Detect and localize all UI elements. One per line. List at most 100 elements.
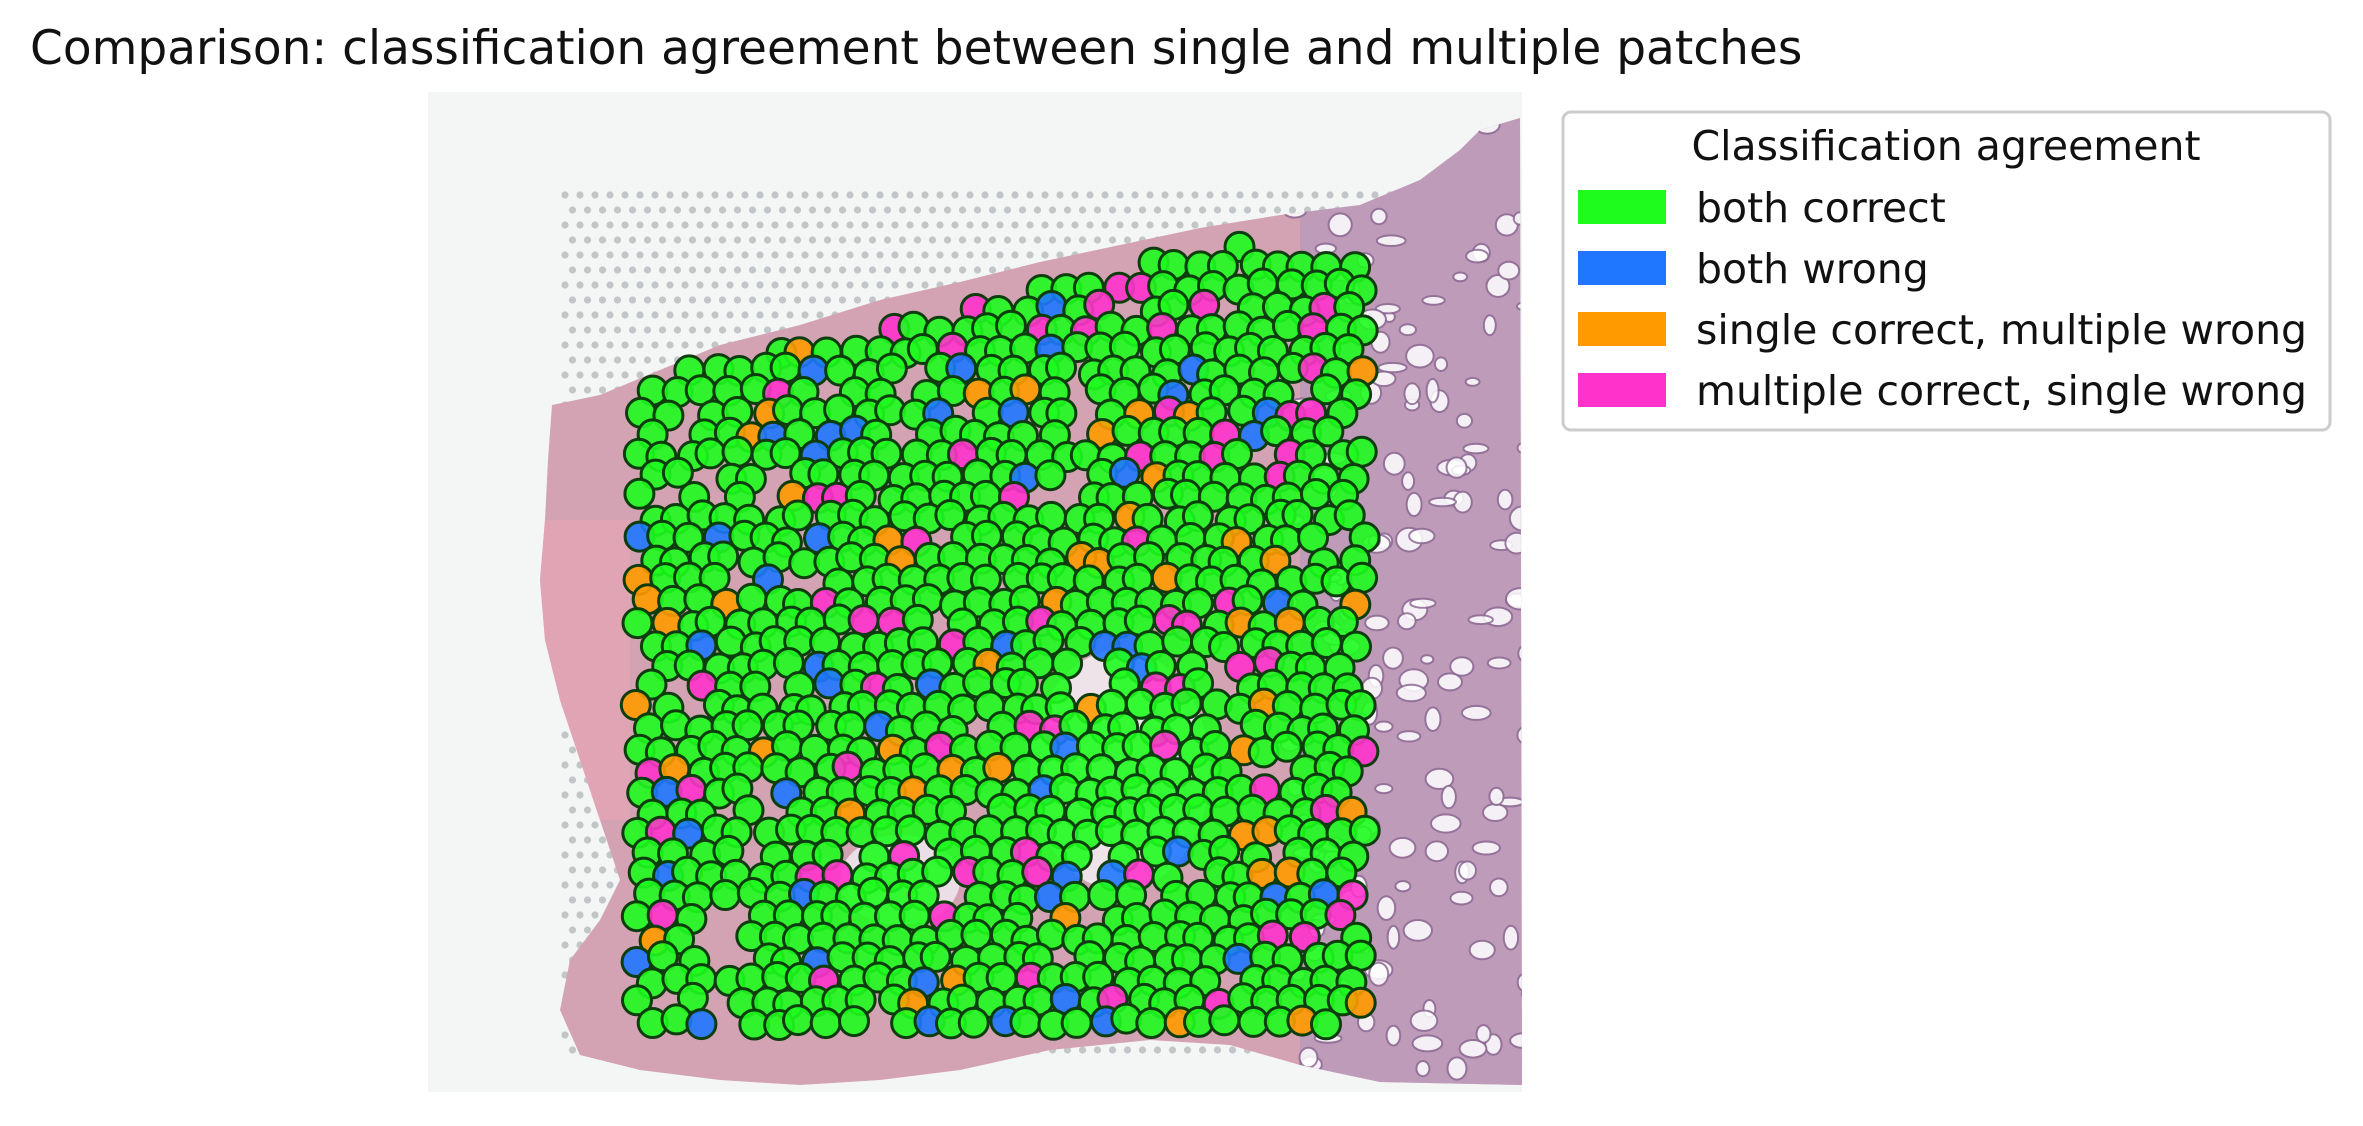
gland: [1397, 612, 1417, 631]
grid-dot: [576, 251, 584, 259]
gland: [1460, 704, 1492, 721]
grid-dot: [741, 221, 749, 229]
grid-dot: [823, 296, 832, 304]
grid-dot: [741, 191, 749, 199]
grid-dot: [636, 371, 644, 379]
grid-dot: [568, 266, 577, 274]
grid-dot: [598, 356, 607, 364]
gland: [1502, 924, 1520, 951]
grid-dot: [1206, 191, 1214, 199]
grid-dot: [786, 311, 794, 319]
grid-dot: [846, 221, 854, 229]
grid-dot: [771, 221, 779, 229]
grid-dot: [831, 191, 839, 199]
grid-dot: [621, 281, 629, 289]
grid-dot: [801, 221, 809, 229]
grid-dot: [1018, 206, 1027, 214]
grid-dot: [1116, 221, 1124, 229]
grid-dot: [801, 311, 809, 319]
gland: [1420, 654, 1435, 665]
gland: [1517, 644, 1522, 663]
gland: [1425, 377, 1440, 404]
grid-dot: [583, 926, 592, 934]
grid-dot: [823, 206, 832, 214]
grid-dot: [703, 266, 712, 274]
grid-dot: [1161, 191, 1169, 199]
gland: [1464, 376, 1481, 387]
grid-dot: [636, 311, 644, 319]
grid-dot: [666, 281, 674, 289]
grid-dot: [568, 806, 577, 814]
legend: Classification agreement both correct bo…: [1561, 110, 2332, 432]
grid-dot: [1138, 1046, 1147, 1054]
grid-dot: [576, 821, 584, 829]
gland: [1508, 505, 1522, 532]
grid-dot: [1221, 191, 1229, 199]
gland: [1398, 323, 1418, 337]
gland: [1446, 1056, 1468, 1081]
gland: [1409, 1009, 1439, 1032]
grid-dot: [636, 251, 644, 259]
grid-dot: [1228, 206, 1237, 214]
grid-dot: [643, 236, 652, 244]
grid-dot: [748, 296, 757, 304]
legend-label-both-correct: both correct: [1696, 184, 1946, 232]
grid-dot: [1146, 191, 1154, 199]
gland: [1505, 587, 1522, 611]
grid-dot: [1183, 1046, 1192, 1054]
grid-dot: [688, 236, 697, 244]
grid-dot: [823, 266, 832, 274]
grid-dot: [1266, 191, 1274, 199]
grid-dot: [966, 251, 974, 259]
grid-dot: [703, 326, 712, 334]
grid-dot: [576, 911, 584, 919]
grid-dot: [763, 296, 772, 304]
grid-dot: [561, 761, 569, 769]
gland: [1402, 919, 1434, 942]
grid-dot: [876, 281, 884, 289]
grid-dot: [606, 371, 614, 379]
grid-dot: [688, 266, 697, 274]
grid-dot: [1168, 206, 1177, 214]
grid-dot: [988, 236, 997, 244]
grid-dot: [1123, 206, 1132, 214]
grid-dot: [591, 881, 599, 889]
grid-dot: [756, 191, 764, 199]
spot-both-wrong: [1108, 456, 1141, 489]
grid-dot: [636, 341, 644, 349]
grid-dot: [1003, 236, 1012, 244]
grid-dot: [943, 206, 952, 214]
gland: [1458, 860, 1477, 881]
spot-both-correct: [694, 437, 727, 470]
grid-dot: [1161, 221, 1169, 229]
grid-dot: [846, 281, 854, 289]
grid-dot: [696, 251, 704, 259]
grid-dot: [1288, 206, 1297, 214]
grid-dot: [718, 206, 727, 214]
grid-dot: [981, 251, 989, 259]
grid-dot: [1153, 1046, 1162, 1054]
gland: [1401, 471, 1416, 491]
grid-dot: [621, 371, 629, 379]
grid-dot: [628, 296, 637, 304]
gland: [1449, 890, 1474, 906]
grid-dot: [591, 221, 599, 229]
grid-dot: [651, 221, 659, 229]
grid-dot: [771, 191, 779, 199]
grid-dot: [808, 296, 817, 304]
grid-dot: [651, 191, 659, 199]
spot-both-correct: [1135, 1007, 1168, 1039]
grid-dot: [568, 776, 577, 784]
gland: [1382, 646, 1404, 670]
gland: [1482, 314, 1497, 337]
grid-dot: [1011, 191, 1019, 199]
grid-dot: [681, 341, 689, 349]
grid-dot: [673, 296, 682, 304]
spot-both-correct: [1346, 561, 1379, 594]
grid-dot: [831, 281, 839, 289]
grid-dot: [1198, 206, 1207, 214]
grid-dot: [883, 266, 892, 274]
grid-dot: [621, 311, 629, 319]
legend-swatch-multiple-correct: [1578, 373, 1666, 407]
spot-both-correct: [919, 940, 952, 973]
